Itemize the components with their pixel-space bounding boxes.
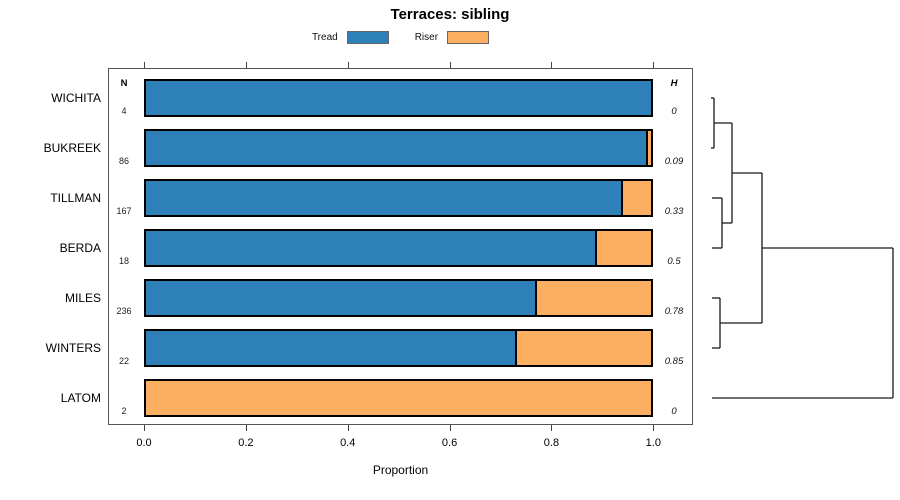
- bar-segment-tread: [146, 131, 646, 165]
- x-tick-bottom: [551, 425, 553, 431]
- n-value: 18: [118, 256, 129, 266]
- x-tick-bottom: [653, 425, 655, 431]
- n-value: 2: [121, 406, 127, 416]
- h-value: 0.78: [664, 306, 684, 317]
- row-label: WINTERS: [45, 341, 101, 355]
- stacked-bar: [144, 179, 653, 217]
- stacked-bar: [144, 229, 653, 267]
- bar-segment-riser: [534, 281, 651, 315]
- bar-segment-tread: [146, 231, 596, 265]
- chart-title: Terraces: sibling: [390, 6, 510, 23]
- x-tick-label: 0.2: [238, 437, 254, 449]
- bar-segment-riser: [620, 181, 651, 215]
- legend-item-riser: Riser: [414, 30, 490, 44]
- row-label: BUKREEK: [43, 141, 101, 155]
- x-tick-top: [245, 62, 247, 68]
- h-value: 0: [671, 406, 677, 417]
- n-value: 236: [116, 306, 132, 316]
- h-value: 0.09: [664, 156, 684, 167]
- n-value: 22: [118, 356, 129, 366]
- stacked-bar: [144, 379, 653, 417]
- bar-segment-riser: [146, 381, 651, 415]
- x-tick-top: [347, 62, 349, 68]
- x-tick-bottom: [347, 425, 349, 431]
- plot-panel: [108, 68, 693, 425]
- row-label: TILLMAN: [50, 191, 101, 205]
- x-tick-label: 0.4: [340, 437, 356, 449]
- legend-label-riser: Riser: [414, 31, 439, 43]
- legend: Tread Riser: [108, 28, 693, 46]
- n-value: 167: [116, 206, 132, 216]
- stacked-bar: [144, 279, 653, 317]
- legend-swatch-riser: [447, 30, 490, 44]
- n-value: 86: [118, 156, 129, 166]
- h-value: 0: [671, 106, 677, 117]
- x-tick-bottom: [144, 425, 145, 431]
- stacked-bar: [144, 129, 653, 167]
- x-tick-label: 0.8: [543, 437, 560, 449]
- bar-segment-tread: [146, 281, 535, 315]
- x-tick-top: [551, 62, 553, 68]
- row-label: LATOM: [60, 391, 101, 405]
- row-label: MILES: [64, 291, 101, 305]
- x-tick-label: 0.6: [441, 437, 458, 449]
- row-label: BERDA: [59, 241, 101, 255]
- h-value: 0.33: [664, 206, 684, 217]
- stacked-bar: [144, 79, 653, 117]
- x-tick-label: 1.0: [645, 437, 661, 449]
- row-label: WICHITA: [51, 91, 101, 105]
- x-tick-bottom: [245, 425, 247, 431]
- h-value: 0.5: [667, 256, 681, 267]
- legend-label-tread: Tread: [311, 31, 338, 43]
- x-tick-bottom: [449, 425, 451, 431]
- bar-segment-tread: [146, 81, 651, 115]
- x-tick-label: 0.0: [136, 437, 152, 449]
- bar-segment-riser: [514, 331, 651, 365]
- h-column-header: H: [670, 78, 678, 89]
- stacked-bar: [144, 329, 653, 367]
- bar-segment-riser: [595, 231, 651, 265]
- legend-swatch-tread: [346, 30, 389, 44]
- h-value: 0.85: [664, 356, 684, 367]
- n-value: 4: [121, 106, 127, 116]
- x-tick-top: [144, 62, 145, 68]
- legend-item-tread: Tread: [311, 30, 389, 44]
- bar-segment-tread: [146, 331, 515, 365]
- x-tick-top: [653, 62, 655, 68]
- x-axis-title: Proportion: [372, 463, 429, 477]
- n-column-header: N: [120, 78, 128, 89]
- x-tick-top: [449, 62, 451, 68]
- bar-segment-riser: [645, 131, 651, 165]
- bar-segment-tread: [146, 181, 621, 215]
